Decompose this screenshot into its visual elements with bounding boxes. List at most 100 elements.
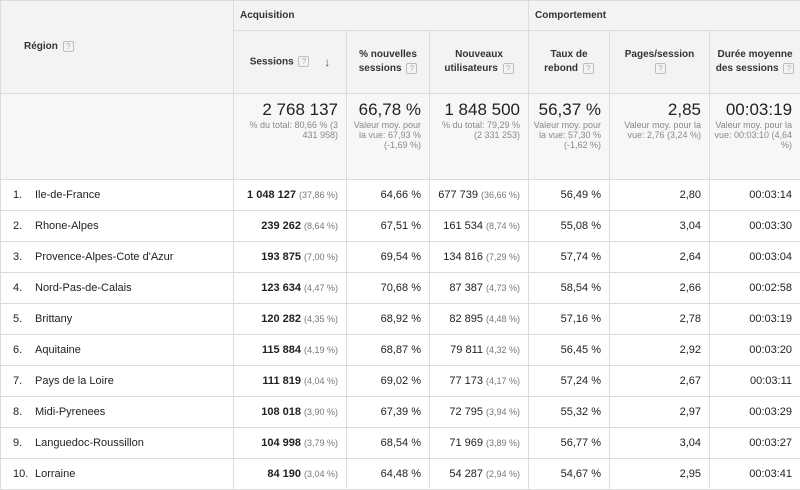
total-subtext: % du total: 79,29 % (2 331 253) (434, 120, 520, 140)
new-users-cell: 134 816(7,29 %) (430, 242, 529, 273)
new-users-percent: (8,74 %) (486, 221, 520, 231)
avg-session-duration-column-header[interactable]: Durée moyenne des sessions ? (710, 31, 800, 94)
region-cell[interactable]: 10.Lorraine (1, 459, 234, 490)
sessions-percent: (3,04 %) (304, 469, 338, 479)
help-icon[interactable]: ? (655, 63, 666, 74)
region-name-link[interactable]: Languedoc-Roussillon (35, 437, 144, 449)
sessions-value: 84 190 (267, 468, 301, 480)
help-icon[interactable]: ? (406, 63, 417, 74)
help-icon[interactable]: ? (783, 63, 794, 74)
sessions-cell: 111 819(4,04 %) (234, 366, 347, 397)
help-icon[interactable]: ? (298, 56, 309, 67)
region-cell[interactable]: 8.Midi-Pyrenees (1, 397, 234, 428)
new-users-value: 87 387 (449, 282, 483, 294)
pages-per-session-cell: 2,92 (610, 335, 710, 366)
region-cell[interactable]: 7.Pays de la Loire (1, 366, 234, 397)
row-index: 6. (13, 344, 35, 356)
totals-row: 2 768 137 % du total: 80,66 % (3 431 958… (1, 94, 800, 180)
total-new-sessions-cell: 66,78 % Valeur moy. pour la vue: 67,93 %… (347, 94, 430, 180)
sessions-percent: (4,19 %) (304, 345, 338, 355)
pages-per-session-cell: 2,95 (610, 459, 710, 490)
help-icon[interactable]: ? (63, 41, 74, 52)
region-name-link[interactable]: Nord-Pas-de-Calais (35, 282, 132, 294)
sessions-header-label: Sessions (250, 56, 294, 67)
sessions-percent: (8,64 %) (304, 221, 338, 231)
new-users-column-header[interactable]: Nouveaux utilisateurs ? (430, 31, 529, 94)
acquisition-group-header: Acquisition (234, 1, 529, 31)
region-name-link[interactable]: Aquitaine (35, 344, 81, 356)
bounce-rate-cell: 57,74 % (529, 242, 610, 273)
new-users-cell: 72 795(3,94 %) (430, 397, 529, 428)
avg-duration-cell: 00:03:41 (710, 459, 800, 490)
new-sessions-cell: 64,48 % (347, 459, 430, 490)
bounce-rate-cell: 57,24 % (529, 366, 610, 397)
new-sessions-cell: 64,66 % (347, 180, 430, 211)
total-value: 2,85 (614, 100, 701, 120)
new-users-percent: (4,17 %) (486, 376, 520, 386)
sessions-value: 108 018 (261, 406, 301, 418)
sessions-percent: (3,79 %) (304, 438, 338, 448)
region-cell[interactable]: 3.Provence-Alpes-Cote d'Azur (1, 242, 234, 273)
avg-duration-cell: 00:03:04 (710, 242, 800, 273)
region-cell[interactable]: 6.Aquitaine (1, 335, 234, 366)
total-pages-per-session-cell: 2,85 Valeur moy. pour la vue: 2,76 (3,24… (610, 94, 710, 180)
row-index: 4. (13, 282, 35, 294)
bounce-rate-cell: 54,67 % (529, 459, 610, 490)
new-sessions-cell: 67,51 % (347, 211, 430, 242)
new-users-value: 677 739 (438, 189, 478, 201)
total-subtext: Valeur moy. pour la vue: 67,93 % (-1,69 … (351, 120, 421, 150)
region-name-link[interactable]: Pays de la Loire (35, 375, 114, 387)
sessions-cell: 120 282(4,35 %) (234, 304, 347, 335)
region-cell[interactable]: 9.Languedoc-Roussillon (1, 428, 234, 459)
bounce-rate-column-header[interactable]: Taux de rebond ? (529, 31, 610, 94)
help-icon[interactable]: ? (503, 63, 514, 74)
sessions-value: 120 282 (261, 313, 301, 325)
new-users-value: 79 811 (450, 344, 483, 356)
sessions-cell: 193 875(7,00 %) (234, 242, 347, 273)
new-sessions-cell: 68,54 % (347, 428, 430, 459)
region-cell[interactable]: 1.Ile-de-France (1, 180, 234, 211)
sort-descending-icon[interactable]: ↓ (324, 55, 330, 69)
pages-per-session-cell: 2,67 (610, 366, 710, 397)
new-users-value: 82 895 (449, 313, 483, 325)
avg-duration-cell: 00:03:27 (710, 428, 800, 459)
pages-per-session-cell: 3,04 (610, 428, 710, 459)
new-sessions-column-header[interactable]: % nouvelles sessions ? (347, 31, 430, 94)
pages-per-session-header-label: Pages/session (625, 49, 694, 60)
new-users-value: 54 287 (449, 468, 483, 480)
sessions-cell: 104 998(3,79 %) (234, 428, 347, 459)
region-column-header[interactable]: Région ? (1, 1, 234, 94)
region-name-link[interactable]: Rhone-Alpes (35, 220, 99, 232)
region-header-label: Région (24, 42, 58, 53)
region-cell[interactable]: 5.Brittany (1, 304, 234, 335)
new-users-percent: (4,32 %) (486, 345, 520, 355)
sessions-cell: 115 884(4,19 %) (234, 335, 347, 366)
sessions-value: 1 048 127 (247, 189, 296, 201)
region-name-link[interactable]: Lorraine (35, 468, 75, 480)
pages-per-session-column-header[interactable]: Pages/session ? (610, 31, 710, 94)
new-users-header-label: Nouveaux utilisateurs (444, 49, 502, 74)
new-users-value: 72 795 (449, 406, 483, 418)
avg-duration-cell: 00:02:58 (710, 273, 800, 304)
total-subtext: Valeur moy. pour la vue: 2,76 (3,24 %) (614, 120, 701, 140)
region-name-link[interactable]: Provence-Alpes-Cote d'Azur (35, 251, 173, 263)
region-name-link[interactable]: Midi-Pyrenees (35, 406, 105, 418)
region-name-link[interactable]: Brittany (35, 313, 72, 325)
help-icon[interactable]: ? (583, 63, 594, 74)
region-cell[interactable]: 4.Nord-Pas-de-Calais (1, 273, 234, 304)
new-users-percent: (3,94 %) (486, 407, 520, 417)
region-name-link[interactable]: Ile-de-France (35, 189, 100, 201)
total-avg-duration-cell: 00:03:19 Valeur moy. pour la vue: 00:03:… (710, 94, 800, 180)
sessions-column-header[interactable]: Sessions ? ↓ (234, 31, 347, 94)
region-cell[interactable]: 2.Rhone-Alpes (1, 211, 234, 242)
